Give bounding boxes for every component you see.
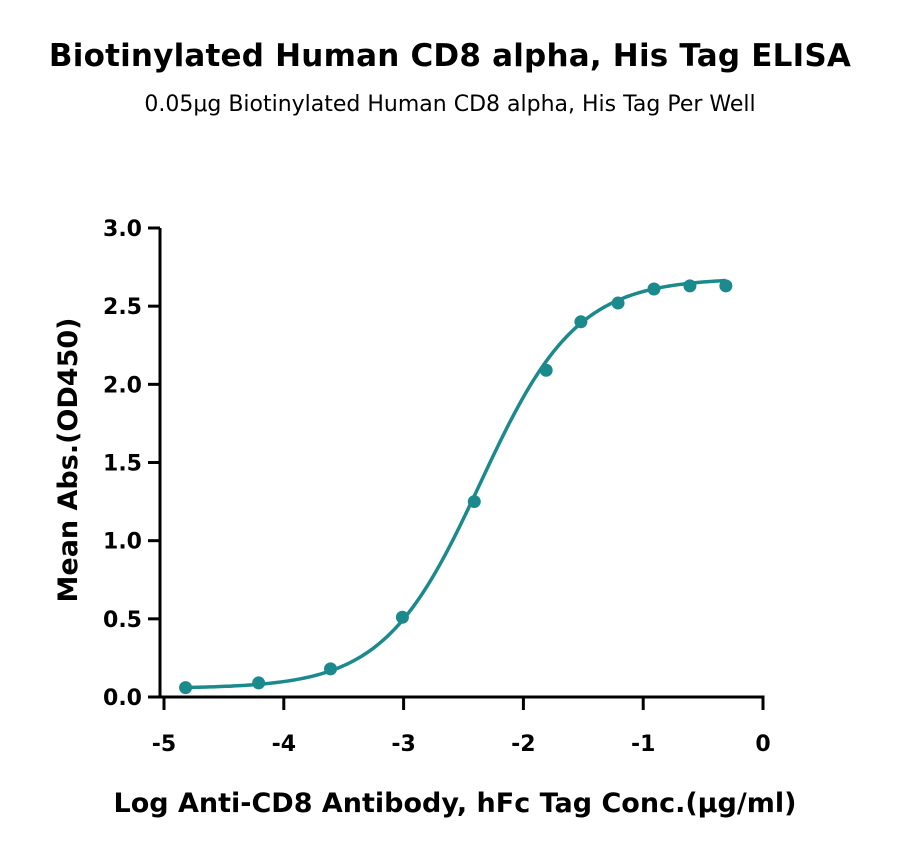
data-point: [467, 495, 481, 509]
data-point: [395, 610, 409, 624]
data-point: [179, 681, 193, 695]
data-point: [647, 282, 661, 296]
x-tick-label: -3: [391, 732, 415, 757]
x-tick-label: -2: [511, 732, 535, 757]
y-tick-label: 3.0: [103, 217, 142, 242]
y-tick-label: 2.5: [103, 295, 142, 320]
y-tick-label: 1.0: [103, 530, 142, 555]
x-tick-label: -1: [631, 732, 655, 757]
y-tick-label: 0.0: [103, 686, 142, 711]
axes: 0.0 0.5 1.0 1.5 2.0 2.5 3.0 -5 -4 -3 -2 -1 0: [103, 217, 771, 757]
data-point: [539, 363, 553, 377]
y-tick-label: 1.5: [103, 452, 142, 477]
y-tick-label: 2.0: [103, 373, 142, 398]
data-point: [574, 315, 588, 329]
chart-title: Biotinylated Human CD8 alpha, His Tag EL…: [48, 38, 852, 74]
x-axis-label: Log Anti-CD8 Antibody, hFc Tag Conc.(μg/…: [114, 788, 797, 819]
y-tick-label: 0.5: [103, 608, 142, 633]
data-points-layer: [179, 279, 733, 695]
data-point: [324, 662, 338, 676]
data-point: [683, 279, 697, 293]
x-tick-label: -5: [152, 732, 176, 757]
data-point: [252, 676, 266, 690]
chart-subtitle: 0.05μg Biotinylated Human CD8 alpha, His…: [144, 92, 756, 117]
data-point: [611, 296, 625, 310]
fit-curve-layer: [185, 278, 726, 690]
fit-curve: [185, 278, 726, 690]
y-axis-label: Mean Abs.(OD450): [53, 318, 84, 603]
x-tick-label: 0: [755, 732, 770, 757]
x-tick-label: -4: [272, 732, 296, 757]
data-point: [719, 279, 733, 293]
